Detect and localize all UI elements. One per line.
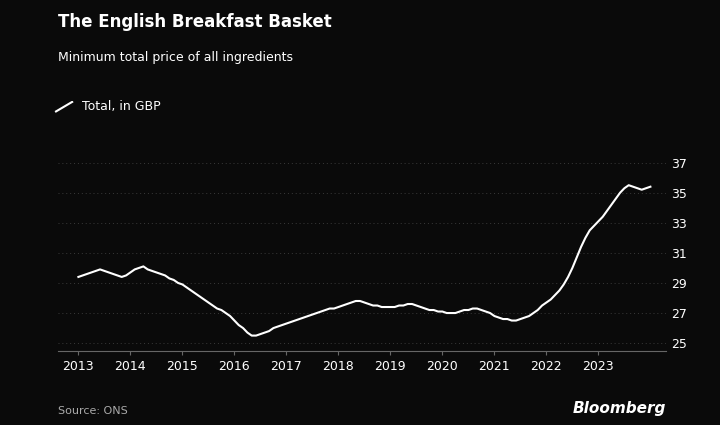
Text: Total, in GBP: Total, in GBP xyxy=(82,100,161,113)
Text: Source: ONS: Source: ONS xyxy=(58,406,127,416)
Text: The English Breakfast Basket: The English Breakfast Basket xyxy=(58,13,331,31)
Text: Bloomberg: Bloomberg xyxy=(572,402,666,416)
Text: Minimum total price of all ingredients: Minimum total price of all ingredients xyxy=(58,51,292,64)
